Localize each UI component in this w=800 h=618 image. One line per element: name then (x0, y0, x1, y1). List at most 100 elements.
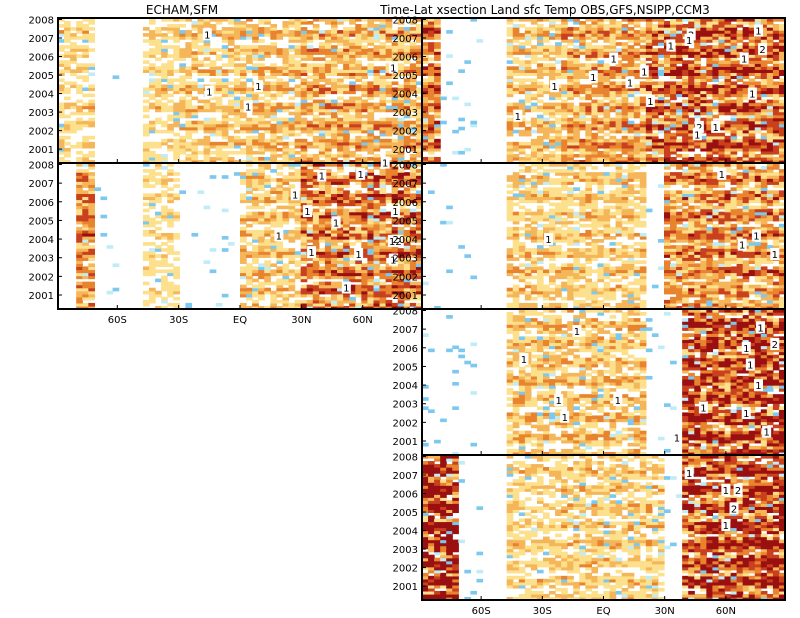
anomaly-cell (276, 93, 284, 98)
anomaly-cell (597, 129, 605, 134)
anomaly-cell (203, 141, 211, 146)
anomaly-cell (579, 84, 586, 89)
anomaly-cell (730, 81, 738, 86)
anomaly-cell (270, 220, 277, 225)
anomaly-cell (567, 66, 574, 70)
anomaly-cell (639, 87, 647, 92)
anomaly-cell (318, 275, 326, 280)
anomaly-cell (270, 117, 277, 122)
anomaly-cell (312, 27, 320, 31)
anomaly-cell (379, 266, 387, 271)
anomaly-cell (312, 248, 320, 252)
anomaly-cell (300, 299, 308, 304)
anomaly-cell (167, 27, 174, 31)
anomaly-cell (312, 245, 320, 249)
anomaly-cell (288, 33, 296, 37)
anomaly-cell (312, 181, 320, 185)
anomaly-cell (409, 36, 417, 40)
anomaly-cell (324, 169, 332, 173)
anomaly-cell (391, 302, 399, 307)
anomaly-cell (270, 254, 277, 258)
anomaly-cell (415, 287, 423, 292)
anomaly-cell (197, 30, 205, 34)
anomaly-cell (379, 132, 387, 137)
anomaly-cell (343, 242, 350, 246)
anomaly-cell (185, 156, 193, 161)
anomaly-cell (367, 30, 375, 34)
anomaly-cell (167, 220, 174, 225)
anomaly-cell (337, 296, 344, 301)
anomaly-cell (585, 132, 592, 137)
anomaly-cell (300, 236, 308, 240)
anomaly-cell (409, 281, 417, 286)
anomaly-cell (409, 290, 417, 295)
anomaly-cell (312, 284, 320, 289)
anomaly-cell (706, 147, 713, 152)
anomaly-cell (361, 205, 368, 210)
anomaly-cell (718, 141, 726, 146)
anomaly-cell (215, 302, 223, 307)
anomaly-cell (64, 66, 71, 70)
anomaly-cell (337, 48, 344, 52)
anomaly-cell (742, 63, 750, 67)
anomaly-cell (240, 123, 247, 128)
anomaly-cell (337, 18, 344, 22)
anomaly-cell (318, 193, 326, 198)
anomaly-cell (415, 205, 423, 210)
anomaly-cell (142, 257, 150, 261)
anomaly-cell (664, 87, 671, 92)
anomaly-cell (337, 126, 344, 131)
anomaly-cell (209, 72, 217, 76)
anomaly-cell (434, 81, 441, 86)
anomaly-cell (778, 159, 786, 164)
anomaly-cell (651, 138, 659, 143)
anomaly-cell (385, 217, 393, 222)
anomaly-cell (318, 248, 326, 252)
anomaly-cell (312, 90, 320, 95)
anomaly-cell (355, 30, 362, 34)
anomaly-cell (324, 178, 332, 182)
anomaly-cell (706, 66, 713, 70)
anomaly-cell (397, 36, 405, 40)
anomaly-cell (270, 153, 277, 158)
anomaly-cell (706, 108, 713, 113)
anomaly-cell (760, 66, 768, 70)
anomaly-cell (331, 99, 338, 104)
anomaly-cell (276, 287, 284, 292)
anomaly-cell (657, 126, 665, 131)
anomaly-cell (294, 30, 302, 34)
anomaly-cell (142, 144, 150, 149)
anomaly-cell (173, 214, 180, 219)
anomaly-cell (730, 99, 738, 104)
anomaly-cell (688, 54, 695, 58)
anomaly-cell (682, 141, 689, 146)
anomaly-cell (288, 120, 296, 125)
anomaly-cell (627, 90, 635, 95)
anomaly-cell (64, 96, 71, 101)
anomaly-cell (112, 263, 120, 268)
anomaly-cell (573, 111, 580, 116)
anomaly-cell (561, 93, 568, 98)
anomaly-cell (403, 202, 411, 207)
anomaly-cell (379, 305, 387, 310)
anomaly-cell (549, 153, 556, 158)
anomaly-cell (385, 120, 393, 125)
anomaly-cell (367, 90, 375, 95)
anomaly-cell (282, 211, 290, 216)
anomaly-cell (561, 75, 568, 80)
anomaly-cell (367, 114, 375, 119)
anomaly-cell (373, 278, 381, 283)
anomaly-cell (397, 129, 405, 134)
anomaly-cell (312, 266, 320, 271)
anomaly-cell (349, 69, 356, 73)
anomaly-cell (324, 129, 332, 134)
anomaly-cell (331, 229, 338, 234)
anomaly-cell (288, 178, 296, 182)
anomaly-cell (288, 229, 296, 234)
anomaly-cell (403, 178, 411, 182)
anomaly-cell (282, 81, 290, 86)
anomaly-cell (373, 126, 381, 131)
anomaly-cell (524, 51, 532, 55)
anomaly-cell (233, 78, 241, 83)
anomaly-cell (276, 54, 284, 58)
